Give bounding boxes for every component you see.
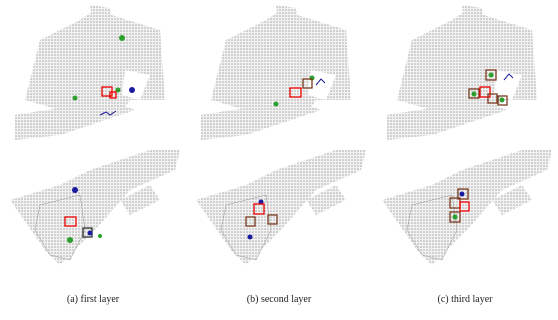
point-cloud <box>201 5 351 140</box>
page: (a) first layer (b) second layer (c) thi… <box>0 0 558 320</box>
point-cloud <box>15 5 165 140</box>
point-cloud <box>10 150 180 265</box>
point-cloud <box>196 150 366 265</box>
caption: (b) second layer <box>247 294 312 305</box>
point-cloud <box>387 5 537 140</box>
caption: (a) first layer <box>67 294 120 305</box>
caption: (c) third layer <box>438 294 494 305</box>
point-cloud <box>382 150 552 265</box>
panel-b <box>196 5 366 265</box>
panel-a <box>10 5 180 265</box>
panel-c <box>382 5 552 265</box>
figure: (a) first layer (b) second layer (c) thi… <box>0 0 558 320</box>
